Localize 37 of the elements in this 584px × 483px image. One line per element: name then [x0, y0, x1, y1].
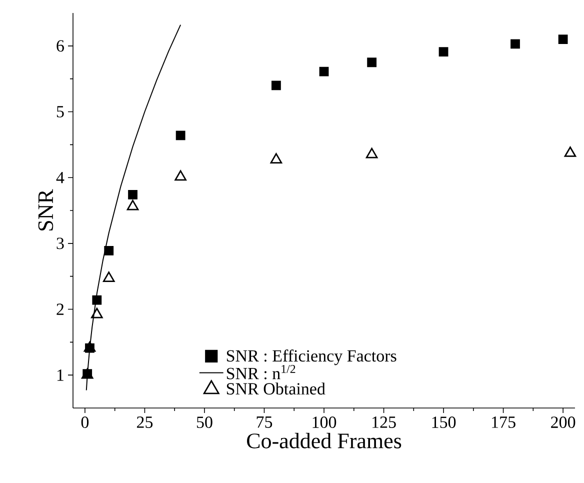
point [564, 146, 576, 157]
point [271, 80, 281, 90]
x-tick-label: 200 [551, 416, 576, 428]
x-tick-label: 100 [312, 416, 336, 428]
x-tick-label: 25 [136, 416, 153, 428]
point [558, 34, 568, 44]
legend-label: SNR : Efficiency Factors [226, 349, 396, 366]
x-tick-label: 175 [492, 416, 516, 428]
point [91, 308, 103, 318]
y-axis-title: SNR [38, 189, 54, 230]
x-tick-label: 75 [256, 416, 272, 428]
y-tick-label: 3 [56, 238, 64, 250]
x-tick-label: 0 [81, 416, 89, 428]
point [128, 190, 138, 200]
point [510, 39, 520, 49]
point [92, 295, 102, 305]
x-tick-label: 50 [196, 416, 212, 428]
y-tick-label: 6 [56, 40, 64, 52]
point [176, 130, 186, 140]
legend-label: SNR : n$^{1/2}$ [226, 364, 296, 380]
point [366, 148, 378, 158]
point [126, 200, 139, 210]
x-axis-title: Co-added Frames [247, 432, 402, 448]
y-tick-label: 4 [56, 172, 64, 184]
point [319, 66, 329, 76]
point [270, 153, 282, 164]
x-tick-label: 150 [432, 416, 456, 428]
point [174, 170, 186, 181]
point [102, 272, 115, 282]
legend-label: SNR Obtained [226, 382, 326, 395]
y-tick-label: 5 [56, 106, 64, 118]
point [104, 246, 114, 256]
y-tick-label: 2 [56, 304, 64, 315]
x-tick-label: 125 [372, 416, 396, 428]
point [367, 58, 377, 68]
point [438, 47, 448, 57]
y-tick-label: 1 [57, 369, 64, 381]
